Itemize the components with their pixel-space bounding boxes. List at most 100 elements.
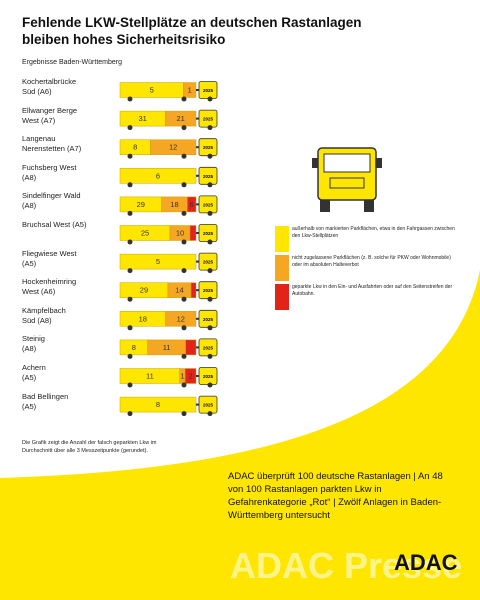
value-label: 8 xyxy=(132,343,136,352)
subtitle: Ergebnisse Baden-Württemberg xyxy=(22,59,122,66)
value-label: 12 xyxy=(177,314,185,323)
value-label: 1 xyxy=(188,86,192,95)
wheel xyxy=(127,125,133,131)
wheel xyxy=(127,153,133,159)
title: Fehlende LKW-Stellplätze an deutschen Ra… xyxy=(22,15,362,47)
wheel xyxy=(181,96,187,102)
bar-segment xyxy=(185,339,197,356)
wheel xyxy=(181,325,187,331)
category-label: Hockenheimring West (A6) xyxy=(22,277,77,297)
category-label: Bad Bellingen (A5) xyxy=(22,391,69,411)
wheel xyxy=(127,182,133,188)
wheel xyxy=(207,325,213,331)
hitch xyxy=(196,89,199,91)
legend-swatch xyxy=(275,255,289,281)
cab-label: 2025 xyxy=(203,403,214,408)
wheel xyxy=(127,353,133,359)
truck-front xyxy=(312,147,382,212)
cab-label: 2025 xyxy=(203,288,214,293)
wheel xyxy=(207,182,213,188)
value-label: 8 xyxy=(133,143,137,152)
wheel xyxy=(127,268,133,274)
wheel xyxy=(127,382,133,388)
legend-label: außerhalb von markierten Parkflächen, et… xyxy=(292,226,455,239)
wheel xyxy=(127,239,133,245)
hitch xyxy=(196,317,199,320)
hitch xyxy=(196,346,199,349)
wheel xyxy=(127,296,133,302)
summary: ADAC überprüft 100 deutsche Rastanlagen … xyxy=(228,471,443,521)
value-label: 11 xyxy=(163,343,171,352)
category-label: Steinig (A8) xyxy=(22,334,45,354)
category-label: Ellwanger Berge West (A7) xyxy=(22,105,78,125)
bar-segment xyxy=(190,282,197,298)
wheel xyxy=(127,210,133,216)
wheel xyxy=(181,353,187,359)
hitch xyxy=(196,117,199,120)
category-label: Fliegwiese West (A5) xyxy=(22,248,77,268)
value-label: 29 xyxy=(140,286,148,295)
category-label: Kochertalbrücke Süd (A6) xyxy=(22,77,77,96)
value-label: 29 xyxy=(137,200,145,209)
value-label: 8 xyxy=(156,400,160,409)
category-label: Bruchsal West (A5) xyxy=(22,220,87,229)
hitch xyxy=(196,289,199,292)
cab-label: 2025 xyxy=(203,202,214,207)
wheel xyxy=(127,325,133,331)
wheel xyxy=(207,353,213,359)
wheel xyxy=(181,411,187,417)
watermark: ADAC Presse xyxy=(230,545,463,586)
value-label: 2 xyxy=(188,372,192,381)
wheel xyxy=(207,210,213,216)
cab-label: 2025 xyxy=(203,231,214,236)
cab-label: 2025 xyxy=(203,145,214,150)
value-label: 14 xyxy=(175,286,183,295)
legend-label: geparkte Lkw in den Ein- und Ausfahrten … xyxy=(292,284,453,297)
value-label: 6 xyxy=(156,171,160,180)
value-label: 11 xyxy=(146,372,154,381)
category-label: Sindelfinger Wald (A8) xyxy=(22,191,81,211)
wheel xyxy=(181,210,187,216)
hitch xyxy=(196,403,199,406)
logo: ADAC xyxy=(394,550,458,575)
value-label: 1 xyxy=(180,372,184,381)
cab-label: 2025 xyxy=(203,374,214,379)
wheel xyxy=(181,153,187,159)
wheel xyxy=(181,296,187,302)
cab-label: 2025 xyxy=(203,260,214,265)
cab-label: 2025 xyxy=(203,317,214,322)
cab-label: 2025 xyxy=(203,117,214,122)
wheel xyxy=(207,239,213,245)
hitch xyxy=(196,232,199,234)
category-label: Fuchsberg West (A8) xyxy=(22,162,77,182)
category-label: Kämpfelbach Süd (A8) xyxy=(22,305,66,325)
wheel xyxy=(181,125,187,131)
value-label: 10 xyxy=(176,229,184,238)
category-label: Achern (A5) xyxy=(22,363,46,382)
hitch xyxy=(196,260,199,263)
wheel xyxy=(127,411,133,417)
hitch xyxy=(196,375,199,377)
value-label: 5 xyxy=(156,257,160,266)
cab-label: 2025 xyxy=(203,88,214,93)
legend-label: nicht zugelassene Parkflächen (z. B. sol… xyxy=(292,255,451,268)
wheel xyxy=(207,296,213,302)
wheel xyxy=(181,239,187,245)
wheel xyxy=(207,382,213,388)
cab-label: 2025 xyxy=(203,174,214,179)
wheel xyxy=(207,411,213,417)
hitch xyxy=(196,174,199,177)
legend-swatch xyxy=(275,284,289,310)
value-label: 18 xyxy=(170,200,178,209)
value-label: 31 xyxy=(138,114,146,123)
bar-segment xyxy=(189,225,197,241)
wheel xyxy=(207,96,213,102)
category-label: Langenau Nerenstetten (A7) xyxy=(22,134,82,154)
wheel xyxy=(181,182,187,188)
hitch xyxy=(196,146,199,149)
value-label: 6 xyxy=(190,200,194,209)
wheel xyxy=(207,125,213,131)
value-label: 18 xyxy=(139,314,147,323)
